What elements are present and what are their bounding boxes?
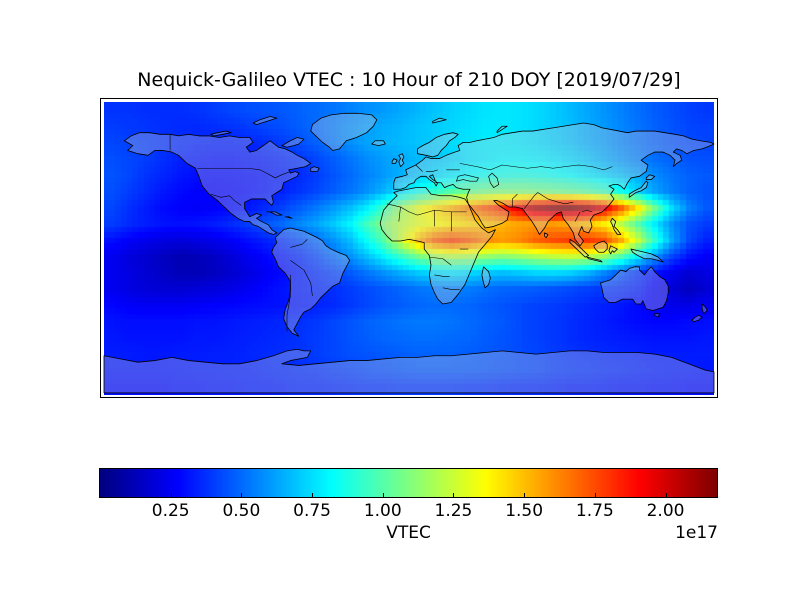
- landmass-outline: [124, 133, 310, 235]
- landmass-outline: [545, 233, 548, 238]
- country-border: [434, 275, 449, 277]
- country-border: [426, 170, 438, 172]
- colorbar-tick-label: 0.50: [222, 501, 261, 521]
- colorbar-offset-label: 1e17: [675, 523, 718, 543]
- figure-title: Nequick-Galileo VTEC : 10 Hour of 210 DO…: [137, 69, 681, 91]
- country-border: [575, 212, 580, 222]
- landmass-outline: [629, 181, 648, 197]
- colorbar-tick: [594, 493, 596, 498]
- landmass-outline: [482, 267, 490, 288]
- lake-outline: [456, 175, 478, 181]
- colorbar: 0.25 0.50 0.75 1.00 1.25 1.50 1.75 2.00 VTEC 1e…: [99, 468, 718, 558]
- landmass-outline: [311, 167, 319, 172]
- colorbar-tick: [312, 493, 314, 498]
- colorbar-tick: [382, 493, 384, 498]
- landmass-outline: [497, 126, 507, 132]
- country-border: [429, 257, 451, 265]
- landmass-outline: [646, 175, 654, 180]
- landmass-outline: [253, 117, 277, 125]
- country-border: [582, 210, 592, 212]
- colorbar-gradient: [99, 468, 718, 498]
- country-border: [524, 192, 538, 208]
- landmass-outline: [594, 241, 608, 252]
- lake-outline: [489, 173, 499, 188]
- colorbar-tick-label: 0.75: [293, 501, 331, 521]
- colorbar-axis-label: VTEC: [386, 523, 431, 543]
- landmass-outline: [611, 218, 621, 234]
- country-border: [248, 168, 290, 178]
- colorbar-tick: [524, 493, 526, 498]
- country-border: [399, 207, 401, 222]
- landmass-outline: [600, 267, 668, 311]
- landmass-outline: [372, 141, 386, 146]
- colorbar-tick-label: 1.00: [363, 501, 402, 521]
- country-border: [460, 163, 612, 169]
- landmass-outline: [433, 118, 447, 123]
- landmass-outline: [272, 228, 350, 336]
- country-border: [287, 275, 290, 332]
- colorbar-tick-label: 1.25: [434, 501, 473, 521]
- landmass-outline: [570, 239, 589, 257]
- landmass-outline: [267, 212, 282, 215]
- country-border: [416, 165, 423, 171]
- country-border: [290, 239, 307, 247]
- landmass-outline: [380, 188, 495, 304]
- colorbar-tick-label: 1.50: [505, 501, 544, 521]
- landmass-outline: [104, 349, 714, 393]
- colorbar-tick-label: 1.75: [575, 501, 614, 521]
- landmass-outline: [655, 314, 660, 317]
- colorbar-tick: [241, 493, 243, 498]
- country-border: [512, 194, 517, 207]
- landmass-outline: [311, 113, 377, 150]
- colorbar-tick: [170, 493, 172, 498]
- landmass-outline: [692, 315, 702, 321]
- landmass-outline: [587, 257, 602, 262]
- colorbar-tick-label: 0.25: [151, 501, 190, 521]
- vtec-heatmap-canvas: [104, 102, 714, 395]
- colorbar-tick-label: 2.00: [646, 501, 685, 521]
- landmass-outline: [631, 249, 663, 262]
- colorbar-tick: [665, 493, 667, 498]
- country-border: [290, 260, 312, 296]
- landmass-outline: [702, 304, 707, 314]
- coastlines-overlay: [101, 99, 717, 395]
- landmass-outline: [417, 133, 458, 157]
- landmass-outline: [392, 159, 397, 164]
- landmass-outline: [609, 246, 617, 254]
- landmass-outline: [394, 123, 714, 246]
- landmass-outline: [282, 138, 304, 148]
- country-border: [211, 194, 241, 205]
- landmass-outline: [399, 154, 404, 167]
- landmass-outline: [211, 131, 231, 136]
- landmass-outline: [285, 217, 292, 219]
- country-border: [538, 192, 574, 203]
- colorbar-tick: [453, 493, 455, 498]
- country-border: [443, 288, 460, 290]
